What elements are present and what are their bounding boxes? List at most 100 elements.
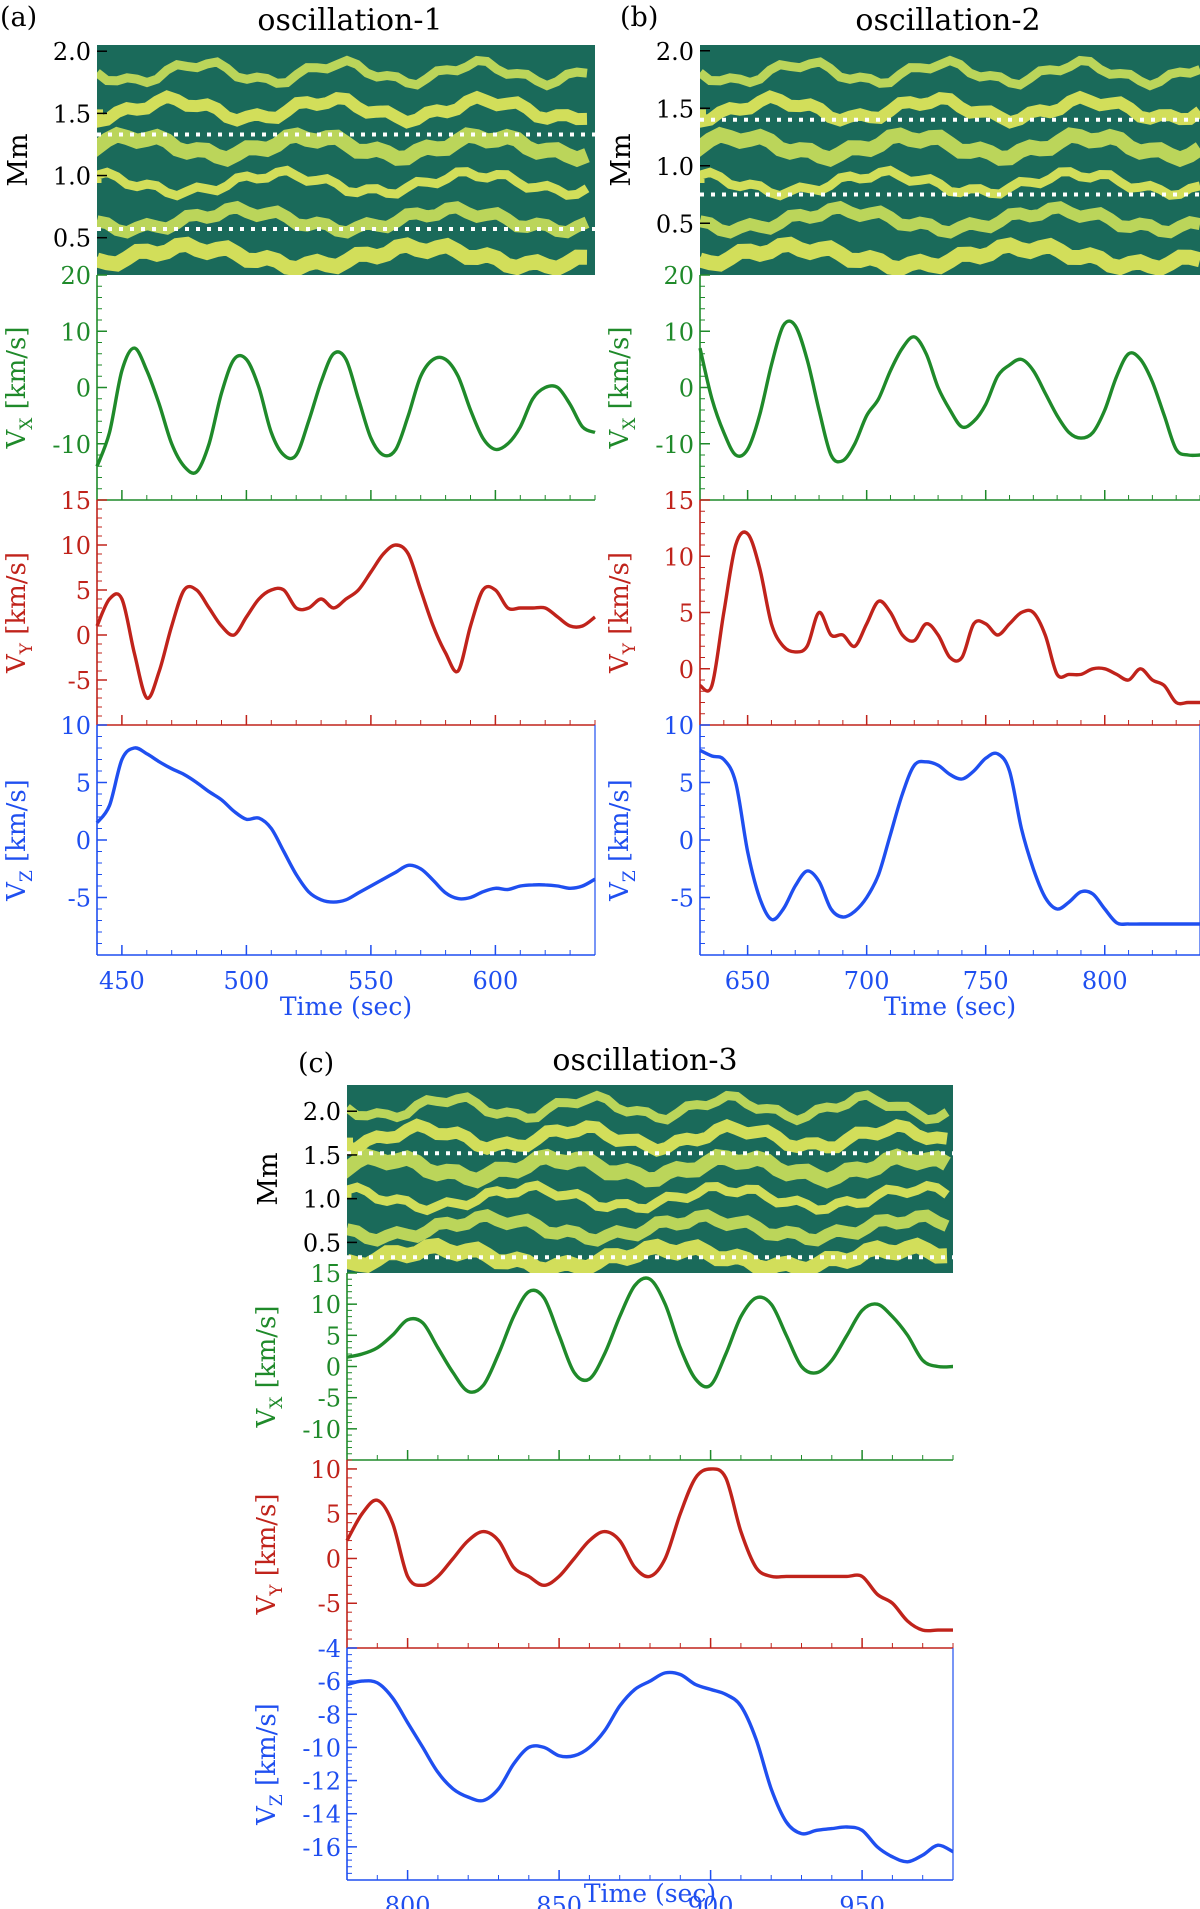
map-band <box>347 1180 950 1216</box>
panel-b: (b) oscillation-2 2.0 1.5 1.0 0.5 Mm 20 10 0 -10 15… <box>606 2 1200 1021</box>
xtick-label: 950 <box>839 1892 885 1909</box>
map-band <box>97 90 588 129</box>
map-band <box>700 200 1200 239</box>
map-ytick-label: 1.0 <box>53 163 91 191</box>
ytick-label: 20 <box>663 262 694 290</box>
map-band <box>700 90 1200 129</box>
map-ylabel-c: Mm <box>253 1152 284 1205</box>
series-plot-vz-a: 10 5 0 -5 450 500 550 600 Time (sec) <box>60 712 596 1021</box>
ytick-label: 10 <box>60 532 91 560</box>
ytick-label: -10 <box>302 1734 341 1762</box>
ylabel-vx-a: VX [km/s] <box>2 327 37 450</box>
ytick-label: -5 <box>318 1590 341 1618</box>
ylabel-vy-a: VY [km/s] <box>2 552 37 674</box>
map-band <box>700 55 1200 91</box>
xtick-label: 650 <box>725 967 771 995</box>
ytick-label: 10 <box>310 1456 341 1484</box>
ytick-label: 10 <box>60 712 91 740</box>
panel-label-c: (c) <box>298 1048 334 1079</box>
ytick-label: 5 <box>679 770 694 798</box>
ytick-label: 20 <box>60 262 91 290</box>
map-band <box>347 1090 950 1126</box>
map-ylabel-b: Mm <box>606 133 637 186</box>
series-plot-vy-b: 15 10 5 0 <box>663 487 1200 726</box>
map-ytick-label: 1.0 <box>303 1186 341 1214</box>
ytick-label: 0 <box>76 375 91 403</box>
ytick-label: 0 <box>679 827 694 855</box>
ylabel-vz-b: VZ [km/s] <box>605 779 640 902</box>
xtick-label: 700 <box>844 967 890 995</box>
ytick-label: 5 <box>679 600 694 628</box>
ytick-label: -5 <box>318 1385 341 1413</box>
ytick-label: 0 <box>76 622 91 650</box>
ylabel-vx-b: VX [km/s] <box>605 327 640 450</box>
map-ytick-label: 1.0 <box>656 153 694 181</box>
xtick-label: 750 <box>963 967 1009 995</box>
ylabel-vy-b: VY [km/s] <box>605 552 640 674</box>
map-band <box>700 236 1200 275</box>
series-line-vx-b <box>698 319 1200 464</box>
time-distance-map-b <box>700 45 1200 275</box>
ytick-label: 15 <box>310 1260 341 1288</box>
ytick-label: 15 <box>663 487 694 515</box>
series-line-vx-c <box>346 1276 954 1394</box>
ytick-label: 5 <box>76 577 91 605</box>
ytick-label: -8 <box>318 1701 341 1729</box>
ytick-label: 10 <box>663 712 694 740</box>
ytick-label: -5 <box>671 885 694 913</box>
map-band <box>97 55 588 91</box>
map-band <box>700 126 1200 168</box>
xtick-label: 500 <box>223 967 269 995</box>
ytick-label: 0 <box>679 656 694 684</box>
ytick-label: -10 <box>655 431 694 459</box>
ytick-label: -6 <box>318 1668 341 1696</box>
map-ytick-label: 0.5 <box>53 225 91 253</box>
map-band <box>97 165 590 201</box>
ylabel-vy-c: VY [km/s] <box>252 1493 287 1615</box>
series-plot-vy-a: 15 10 5 0 -5 <box>60 487 597 726</box>
ytick-label: 5 <box>326 1322 341 1350</box>
map-ytick-label: 2.0 <box>303 1098 341 1126</box>
ytick-label: 15 <box>60 487 91 515</box>
ytick-label: -10 <box>302 1416 341 1444</box>
ytick-label: 0 <box>76 827 91 855</box>
series-plot-vy-c: 10 5 0 -5 <box>310 1456 954 1649</box>
map-ylabel-a: Mm <box>3 133 34 186</box>
ytick-label: -10 <box>52 431 91 459</box>
ylabel-vz-c: VZ [km/s] <box>252 1703 287 1826</box>
ytick-label: 10 <box>663 318 694 346</box>
panel-c: (c) oscillation-3 2.0 1.5 1.0 0.5 Mm 15 10 5 0 -5 -1… <box>253 1043 954 1909</box>
xtick-label: 850 <box>536 1892 582 1909</box>
xlabel-b: Time (sec) <box>884 992 1016 1021</box>
map-band <box>347 1148 951 1189</box>
ytick-label: 5 <box>326 1501 341 1529</box>
xtick-label: 450 <box>99 967 145 995</box>
ytick-label: 5 <box>76 770 91 798</box>
map-ytick-label: 1.5 <box>656 95 694 123</box>
series-plot-vx-c: 15 10 5 0 -5 -10 <box>302 1260 954 1461</box>
ytick-label: -14 <box>302 1801 341 1829</box>
time-distance-map-a <box>97 45 595 275</box>
ytick-label: -12 <box>302 1768 341 1796</box>
ytick-label: -5 <box>68 667 91 695</box>
series-line-vy-c <box>345 1467 953 1633</box>
ytick-label: -4 <box>318 1635 341 1663</box>
series-line-vz-c <box>346 1670 954 1864</box>
xlabel-a: Time (sec) <box>280 992 412 1021</box>
ytick-label: 0 <box>679 375 694 403</box>
ytick-label: 0 <box>326 1545 341 1573</box>
map-ytick-label: 0.5 <box>656 210 694 238</box>
xtick-label: 800 <box>1082 967 1128 995</box>
series-plot-vz-c: -4 -6 -8 -10 -12 -14 -16 800 850 900 950 Time (sec) <box>302 1635 954 1909</box>
map-band <box>347 1118 948 1157</box>
map-band <box>97 236 588 275</box>
map-band <box>97 126 590 168</box>
map-band <box>700 165 1200 201</box>
xlabel-c: Time (sec) <box>584 1879 716 1908</box>
panel-title-c: oscillation-3 <box>552 1043 737 1078</box>
map-ytick-label: 1.5 <box>53 100 91 128</box>
map-ytick-label: 0.5 <box>303 1229 341 1257</box>
ytick-label: -5 <box>68 885 91 913</box>
xtick-label: 550 <box>348 967 394 995</box>
series-line-vy-a <box>95 543 597 700</box>
